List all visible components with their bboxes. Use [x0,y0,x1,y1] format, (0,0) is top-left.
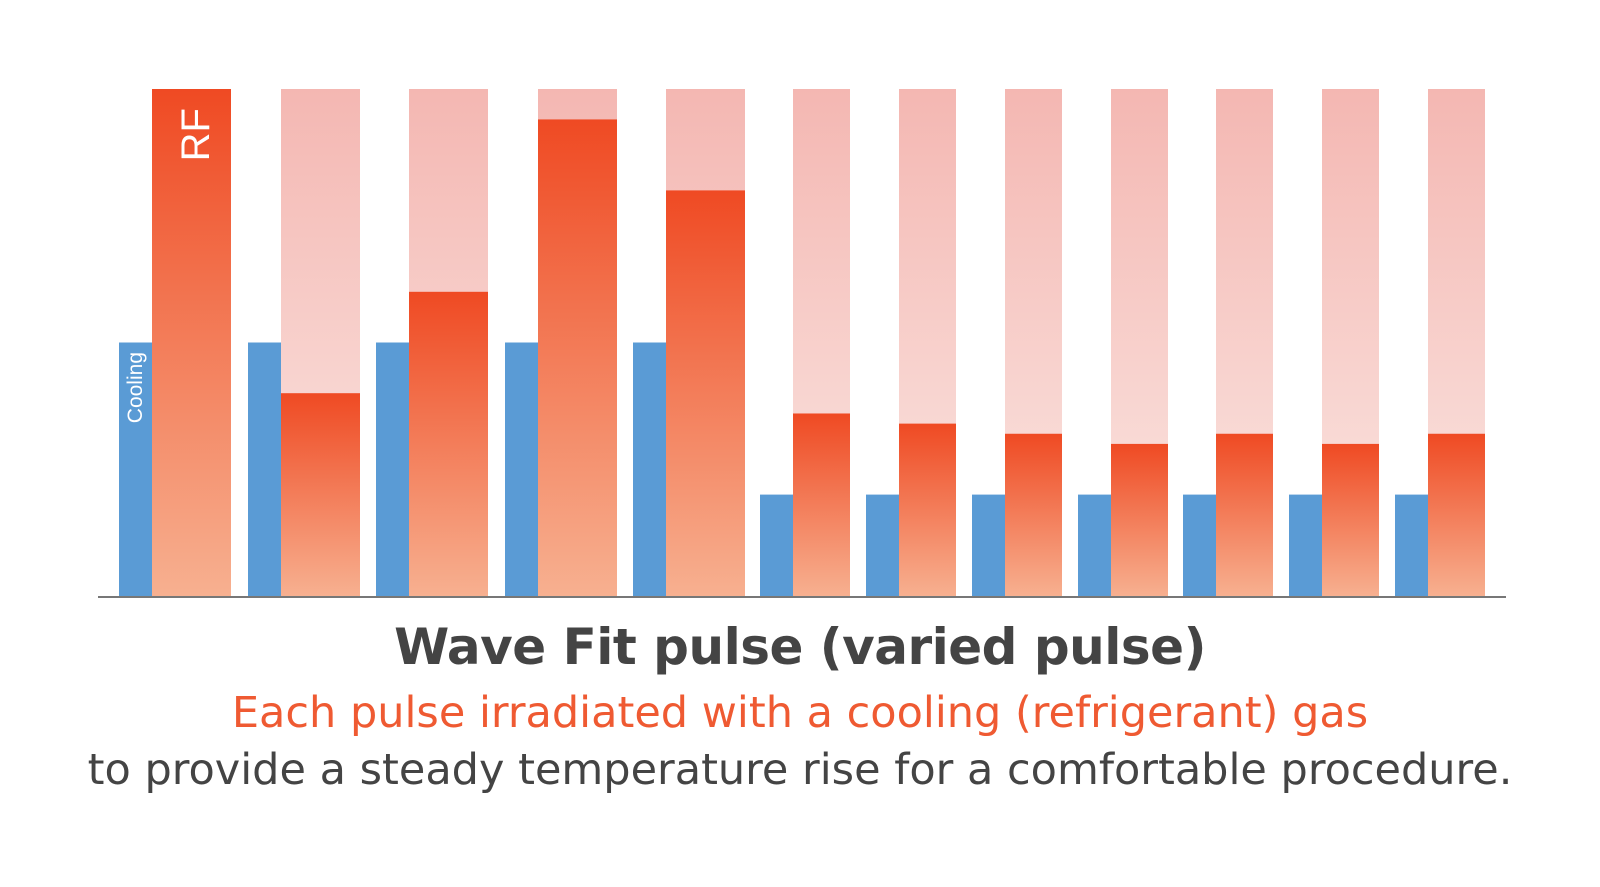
bars-group [119,89,1485,597]
cooling-bar [866,494,899,596]
cooling-bar [1289,494,1322,596]
rf-bar [1005,433,1062,596]
cooling-bar [1078,494,1111,596]
chart: Cooling RF [98,89,1506,598]
rf-bar [281,393,360,596]
rf-bar [538,119,617,597]
labels-group: Cooling RF [124,108,218,423]
rf-bar [1216,433,1273,596]
cooling-bar [248,342,281,596]
cooling-bar [760,494,793,596]
cooling-bar [1183,494,1216,596]
rf-bar [666,190,745,596]
rf-bar [1428,433,1485,596]
rf-bar [152,89,231,596]
cooling-bar [376,342,409,596]
chart-subtitle: Each pulse irradiated with a cooling (re… [231,688,1369,738]
chart-description: to provide a steady temperature rise for… [87,745,1513,795]
rf-bar [1111,443,1168,596]
rf-bar [1322,443,1379,596]
rf-bar [409,291,488,596]
chart-title: Wave Fit pulse (varied pulse) [394,618,1206,676]
cooling-bar [972,494,1005,596]
rf-bar [793,413,850,596]
cooling-bar [1395,494,1428,596]
cooling-series-label: Cooling [124,352,147,423]
cooling-bar [505,342,538,596]
cooling-bar [633,342,666,596]
cooling-bar [119,342,152,596]
rf-series-label: RF [174,108,218,161]
rf-bar [899,423,956,596]
